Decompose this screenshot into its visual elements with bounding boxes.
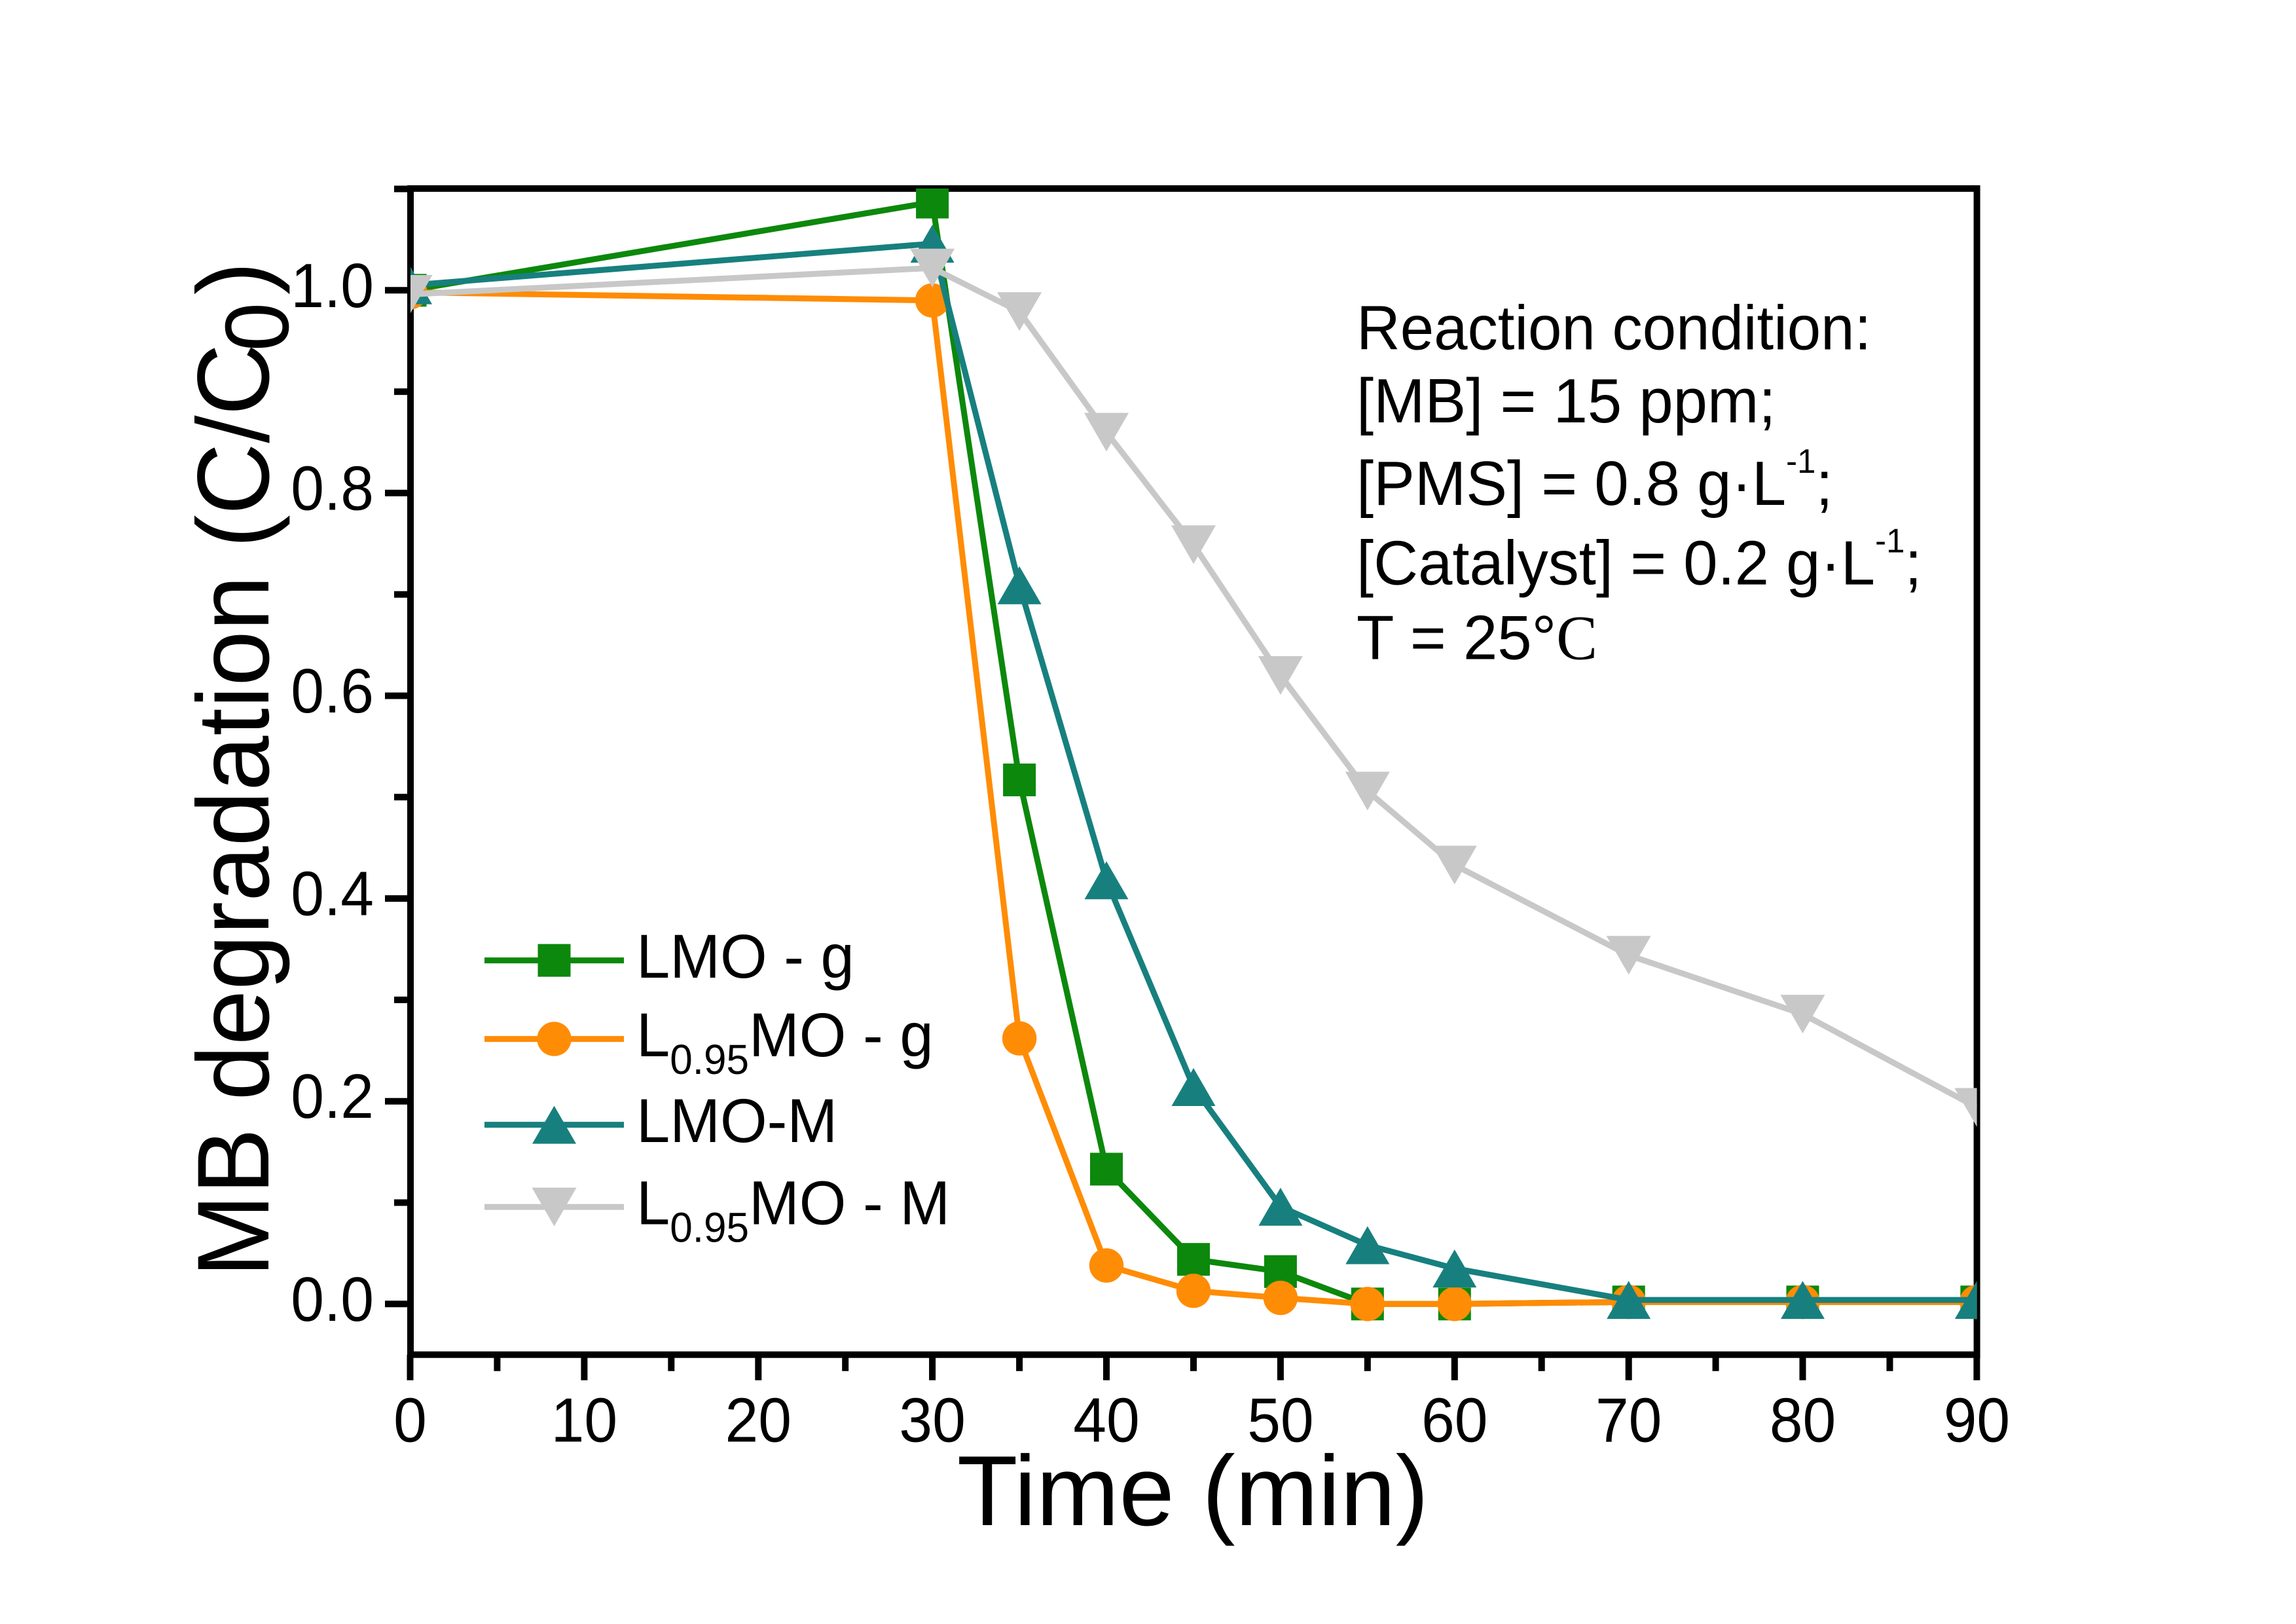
svg-text:90: 90 <box>1944 1384 2010 1455</box>
svg-text:LMO - g: LMO - g <box>636 921 854 991</box>
svg-text:L0.95MO - M: L0.95MO - M <box>636 1168 950 1251</box>
svg-text:1.0: 1.0 <box>291 250 374 321</box>
svg-text:[Catalyst] = 0.2 g·L-1;: [Catalyst] = 0.2 g·L-1; <box>1357 521 1922 599</box>
svg-text:30: 30 <box>899 1384 965 1455</box>
svg-text:0.4: 0.4 <box>291 858 374 929</box>
svg-text:40: 40 <box>1073 1384 1139 1455</box>
svg-text:0.6: 0.6 <box>291 655 374 726</box>
svg-text:[PMS] = 0.8 g·L-1;: [PMS] = 0.8 g·L-1; <box>1357 441 1833 519</box>
svg-text:LMO-M: LMO-M <box>636 1086 837 1156</box>
svg-text:T = 25°C: T = 25°C <box>1357 603 1597 673</box>
svg-text:60: 60 <box>1421 1384 1487 1455</box>
svg-text:0.0: 0.0 <box>291 1264 374 1335</box>
svg-text:80: 80 <box>1770 1384 1836 1455</box>
svg-text:0: 0 <box>393 1384 427 1455</box>
svg-text:Reaction condition:: Reaction condition: <box>1357 293 1871 363</box>
svg-text:20: 20 <box>725 1384 792 1455</box>
svg-text:10: 10 <box>551 1384 617 1455</box>
svg-text:0.8: 0.8 <box>291 452 374 523</box>
svg-text:Time (min): Time (min) <box>957 1435 1429 1547</box>
svg-text:MB degradation (C/C0): MB degradation (C/C0) <box>176 262 307 1278</box>
svg-text:50: 50 <box>1247 1384 1313 1455</box>
svg-text:70: 70 <box>1595 1384 1662 1455</box>
svg-text:0.2: 0.2 <box>291 1061 374 1132</box>
svg-text:[MB] = 15 ppm;: [MB] = 15 ppm; <box>1357 366 1776 436</box>
